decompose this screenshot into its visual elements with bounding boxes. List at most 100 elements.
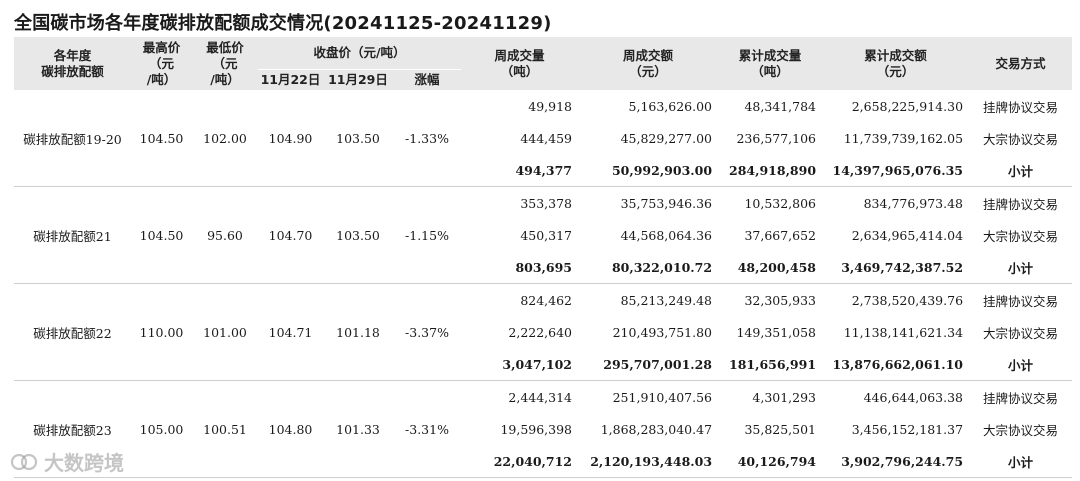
close-nov22-cell: 104.90: [258, 90, 323, 187]
header-cum-amount: 累计成交额 （元）: [822, 37, 970, 90]
cum-amount-cell: 14,397,965,076.35: [822, 154, 970, 187]
watermark-logo-icon: [10, 453, 38, 470]
weekly-volume-cell: 444,459: [520, 130, 573, 146]
weekly-amount-cell: 35,753,946.36: [620, 195, 713, 211]
header-nov29: 11月29日: [323, 69, 393, 90]
weekly-amount-cell: 44,568,064.36: [620, 227, 713, 243]
cum-volume-cell: 236,577,106: [736, 130, 817, 146]
cum-volume-cell: 10,532,806: [744, 195, 817, 211]
carbon-quota-table: 各年度 碳排放配额 最高价 （元/吨） 最低价 （元/吨） 收盘价（元/吨） 周成交量…: [14, 37, 1073, 478]
table-row: 803,695 80,322,010.72 48,200,458 3,469,742,…: [14, 251, 1073, 284]
weekly-volume-cell: 2,222,640: [508, 324, 573, 340]
weekly-volume-cell: 450,317: [520, 227, 573, 243]
change-cell: -1.15%: [393, 186, 462, 284]
header-change: 涨幅: [393, 69, 462, 90]
method-cell: 挂牌协议交易: [983, 99, 1059, 115]
close-nov29-cell: 103.50: [323, 186, 393, 284]
table-row: 19,596,398 1,868,283,040.47 35,825,501 3,45…: [14, 413, 1072, 445]
weekly-amount-cell: 45,829,277.00: [620, 130, 713, 146]
method-cell: 挂牌协议交易: [983, 390, 1059, 406]
cum-volume-cell: 37,667,652: [744, 227, 817, 243]
watermark: 大数跨境: [10, 447, 124, 476]
cum-amount-cell: 3,902,796,244.75: [822, 445, 970, 478]
cum-volume-cell: 40,126,794: [718, 445, 823, 478]
header-cum-volume: 累计成交量 （吨）: [718, 37, 823, 90]
weekly-amount-cell: 295,707,001.28: [578, 348, 719, 381]
method-cell: 大宗协议交易: [983, 422, 1059, 438]
cum-amount-cell: 2,658,225,914.30: [851, 98, 964, 114]
header-low-price: 最低价 （元/吨）: [192, 37, 258, 90]
method-cell: 大宗协议交易: [983, 325, 1059, 341]
weekly-amount-cell: 1,868,283,040.47: [600, 421, 713, 437]
cum-amount-cell: 13,876,662,061.10: [822, 348, 970, 381]
close-nov22-cell: 104.71: [258, 283, 323, 381]
change-cell: -3.31%: [393, 380, 462, 478]
cum-amount-cell: 11,138,141,621.34: [843, 324, 964, 340]
table-header: 各年度 碳排放配额 最高价 （元/吨） 最低价 （元/吨） 收盘价（元/吨） 周成交量…: [14, 37, 1073, 90]
close-nov29-cell: 101.33: [323, 380, 393, 478]
weekly-amount-cell: 85,213,249.48: [620, 292, 713, 308]
method-cell: 大宗协议交易: [983, 131, 1059, 147]
low-price-cell: 100.51: [192, 380, 258, 478]
cum-volume-cell: 149,351,058: [736, 324, 817, 340]
table-body: 碳排放配额19-20 104.50 102.00 104.90 103.50 -1.33%…: [14, 90, 1073, 478]
weekly-amount-cell: 5,163,626.00: [628, 98, 713, 114]
method-cell: 挂牌协议交易: [983, 293, 1059, 309]
weekly-amount-cell: 210,493,751.80: [612, 324, 713, 340]
weekly-amount-cell: 251,910,407.56: [612, 389, 713, 405]
table-row: 2,222,640 210,493,751.80 149,351,058 11,138…: [14, 316, 1072, 348]
method-cell: 小计: [969, 154, 1073, 187]
close-nov22-cell: 104.80: [258, 380, 323, 478]
high-price-cell: 105.00: [131, 380, 192, 478]
high-price-cell: 110.00: [131, 283, 192, 381]
close-nov22-cell: 104.70: [258, 186, 323, 284]
method-cell: 小计: [969, 251, 1073, 284]
header-close-price: 收盘价（元/吨）: [258, 37, 462, 70]
page-title: 全国碳市场各年度碳排放配额成交情况(20241125-20241129): [14, 13, 552, 34]
weekly-volume-cell: 2,444,314: [508, 389, 573, 405]
cum-volume-cell: 48,200,458: [718, 251, 823, 284]
high-price-cell: 104.50: [131, 90, 192, 187]
watermark-text: 大数跨境: [44, 451, 124, 475]
quota-name-cell: 碳排放配额19-20: [14, 90, 131, 187]
weekly-volume-cell: 49,918: [528, 98, 573, 114]
cum-volume-cell: 181,656,991: [718, 348, 823, 381]
quota-name-cell: 碳排放配额23: [14, 380, 131, 478]
low-price-cell: 95.60: [192, 186, 258, 284]
change-cell: -3.37%: [393, 283, 462, 381]
change-cell: -1.33%: [393, 90, 462, 187]
cum-amount-cell: 834,776,973.48: [863, 195, 964, 211]
method-cell: 挂牌协议交易: [983, 196, 1059, 212]
cum-volume-cell: 284,918,890: [718, 154, 823, 187]
weekly-amount-cell: 80,322,010.72: [578, 251, 719, 284]
method-cell: 小计: [969, 348, 1073, 381]
weekly-volume-cell: 3,047,102: [461, 348, 579, 381]
low-price-cell: 102.00: [192, 90, 258, 187]
cum-volume-cell: 4,301,293: [752, 389, 817, 405]
close-nov29-cell: 103.50: [323, 90, 393, 187]
weekly-amount-cell: 2,120,193,448.03: [578, 445, 719, 478]
low-price-cell: 101.00: [192, 283, 258, 381]
cum-amount-cell: 3,456,152,181.37: [851, 421, 964, 437]
cum-amount-cell: 2,738,520,439.76: [851, 292, 964, 308]
weekly-volume-cell: 22,040,712: [461, 445, 579, 478]
high-price-cell: 104.50: [131, 186, 192, 284]
cum-volume-cell: 32,305,933: [744, 292, 817, 308]
method-cell: 小计: [969, 445, 1073, 478]
weekly-volume-cell: 19,596,398: [500, 421, 573, 437]
weekly-volume-cell: 824,462: [520, 292, 573, 308]
table-row: 450,317 44,568,064.36 37,667,652 2,634,965,…: [14, 219, 1072, 251]
method-cell: 大宗协议交易: [983, 228, 1059, 244]
table-row: 444,459 45,829,277.00 236,577,106 11,739,73…: [14, 122, 1072, 154]
cum-amount-cell: 446,644,063.38: [863, 389, 964, 405]
weekly-amount-cell: 50,992,903.00: [578, 154, 719, 187]
table-row: 494,377 50,992,903.00 284,918,890 14,397,96…: [14, 154, 1073, 187]
header-year-quota: 各年度 碳排放配额: [14, 37, 131, 90]
header-weekly-amount: 周成交额 （元）: [578, 37, 719, 90]
close-nov29-cell: 101.18: [323, 283, 393, 381]
weekly-volume-cell: 494,377: [461, 154, 579, 187]
cum-volume-cell: 48,341,784: [744, 98, 817, 114]
quota-name-cell: 碳排放配额21: [14, 186, 131, 284]
header-nov22: 11月22日: [258, 69, 323, 90]
table-row: 22,040,712 2,120,193,448.03 40,126,794 3,90…: [14, 445, 1073, 478]
